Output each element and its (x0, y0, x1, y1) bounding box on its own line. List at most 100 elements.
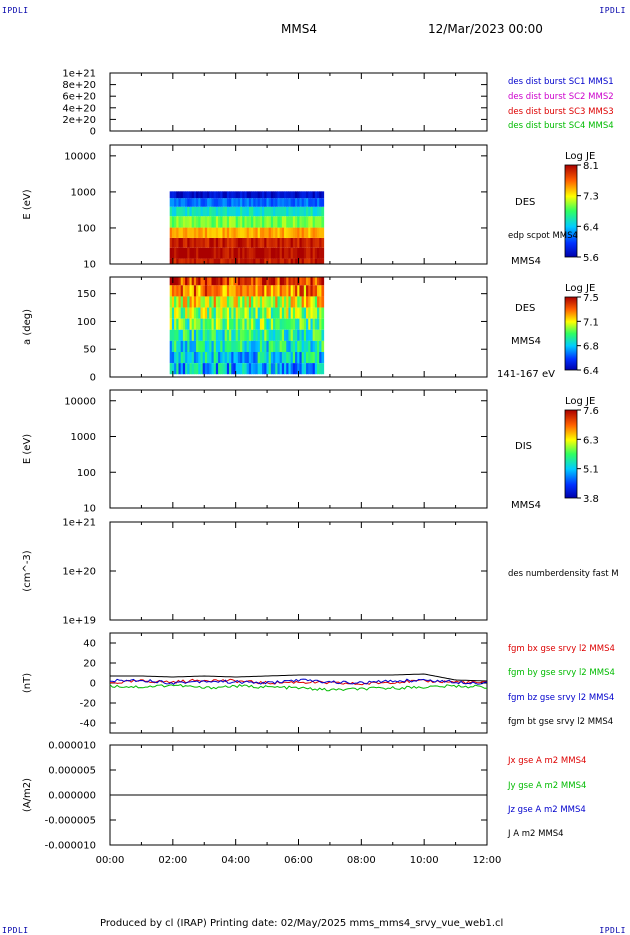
heatmap-cell (213, 363, 217, 375)
heatmap-cell (193, 216, 197, 228)
heatmap-cell (275, 206, 278, 217)
heatmap-cell (303, 237, 307, 248)
heatmap-cell (178, 340, 182, 352)
heatmap-cell (202, 352, 206, 364)
heatmap-cell (317, 277, 320, 286)
heatmap-cell (209, 277, 212, 286)
heatmap-cell (226, 277, 230, 286)
heatmap-cell (284, 227, 287, 238)
heatmap-cell (299, 237, 303, 248)
heatmap-cell (180, 340, 184, 352)
heatmap-cell (220, 318, 223, 330)
heatmap-cell (220, 206, 223, 217)
heatmap-cell (306, 227, 309, 238)
heatmap-cell (174, 191, 177, 199)
heatmap-cell (169, 247, 173, 259)
y-tick-label: 2e+20 (62, 115, 96, 126)
heatmap-cell (312, 216, 316, 228)
heatmap-cell (246, 198, 250, 207)
heatmap-cell (244, 285, 248, 297)
heatmap-cell (321, 206, 325, 217)
heatmap-cell (321, 363, 325, 375)
heatmap-cell (266, 340, 270, 352)
heatmap-cell (301, 318, 305, 330)
heatmap-cell (266, 285, 270, 297)
heatmap-cell (198, 318, 201, 330)
heatmap-cell (222, 198, 226, 207)
heatmap-cell (255, 216, 259, 228)
heatmap-cell (211, 296, 215, 308)
heatmap-cell (295, 198, 298, 207)
heatmap-cell (312, 198, 316, 207)
heatmap-cell (215, 247, 219, 259)
heatmap-cell (196, 296, 199, 308)
heatmap-cell (180, 296, 184, 308)
heatmap-cell (193, 296, 197, 308)
heatmap-cell (257, 247, 261, 259)
heatmap-cell (233, 237, 237, 248)
heatmap-cell (275, 227, 278, 238)
heatmap-cell (224, 227, 228, 238)
heatmap-cell (292, 237, 296, 248)
heatmap-cell (292, 296, 296, 308)
y-tick-label: 1000 (71, 432, 96, 443)
heatmap-cell (255, 277, 259, 286)
heatmap-cell (231, 258, 234, 264)
heatmap-cell (193, 198, 197, 207)
heatmap-cell (319, 296, 322, 308)
heatmap-cell (279, 307, 283, 319)
heatmap-cell (218, 363, 221, 375)
heatmap-cell (180, 247, 184, 259)
heatmap-cell (268, 206, 272, 217)
heatmap-cell (257, 296, 261, 308)
heatmap-cell (215, 318, 219, 330)
heatmap-cell (255, 237, 259, 248)
heatmap-cell (189, 352, 193, 364)
heatmap-cell (273, 237, 276, 248)
legend-entry: des dist burst SC2 MMS2 (508, 92, 614, 102)
heatmap-cell (286, 247, 289, 259)
heatmap-cell (281, 237, 285, 248)
heatmap-cell (202, 237, 206, 248)
heatmap-cell (314, 206, 318, 217)
heatmap-cell (237, 296, 241, 308)
heatmap-cell (288, 216, 292, 228)
heatmap-cell (185, 363, 188, 375)
heatmap-cell (218, 318, 221, 330)
heatmap-cell (226, 329, 230, 341)
heatmap-cell (185, 258, 188, 264)
heatmap-cell (264, 206, 267, 217)
heatmap-cell (246, 247, 250, 259)
heatmap-cell (198, 237, 201, 248)
heatmap-cell (204, 227, 208, 238)
heatmap-cell (303, 296, 307, 308)
heatmap-cell (314, 277, 318, 286)
heatmap-cell (204, 258, 208, 264)
heatmap-cell (189, 237, 193, 248)
heatmap-cell (218, 296, 221, 308)
heatmap-cell (255, 318, 259, 330)
heatmap-cell (275, 340, 278, 352)
heatmap-cell (200, 227, 204, 238)
heatmap-cell (224, 198, 228, 207)
heatmap-cell (264, 258, 267, 264)
heatmap-cell (169, 198, 173, 207)
heatmap-cell (310, 329, 314, 341)
heatmap-cell (169, 191, 173, 199)
heatmap-cell (229, 216, 232, 228)
heatmap-cell (185, 329, 188, 341)
y-tick-label: -0.000010 (45, 841, 96, 852)
heatmap-cell (284, 352, 287, 364)
heatmap-cell (187, 216, 190, 228)
heatmap-cell (240, 307, 243, 319)
heatmap-cell (248, 277, 252, 286)
heatmap-cell (270, 247, 274, 259)
heatmap-cell (229, 277, 232, 286)
heatmap-cell (233, 285, 237, 297)
heatmap-cell (299, 296, 303, 308)
heatmap-cell (301, 258, 305, 264)
heatmap-cell (262, 363, 265, 375)
heatmap-cell (176, 285, 179, 297)
heatmap-cell (264, 318, 267, 330)
heatmap-cell (200, 216, 204, 228)
